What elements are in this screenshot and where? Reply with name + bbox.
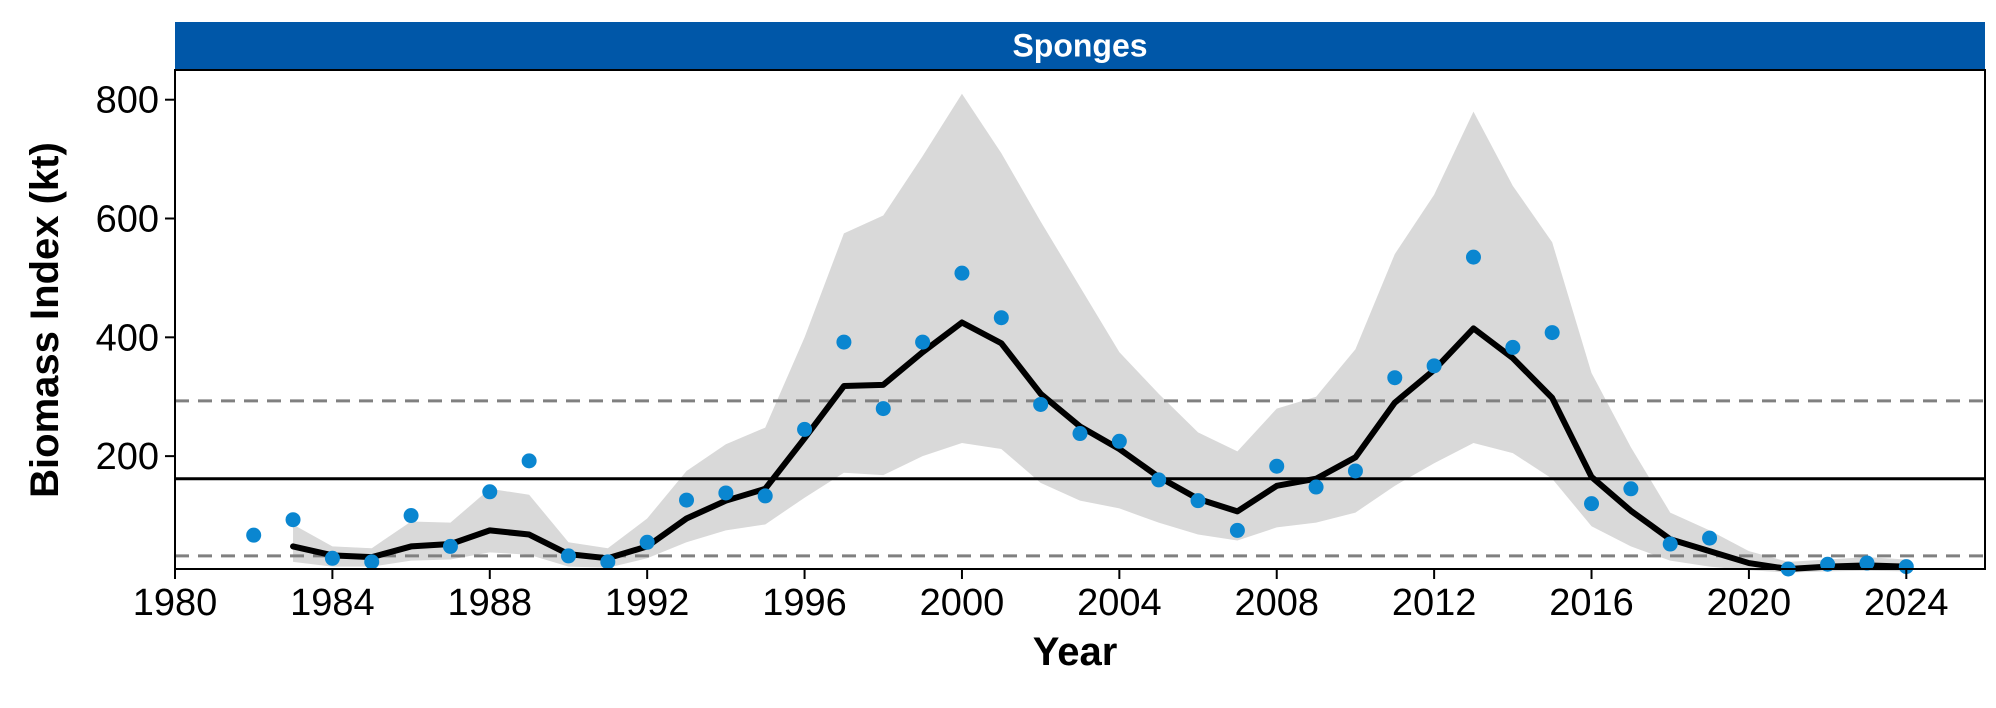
observed-point xyxy=(993,310,1009,326)
x-tick-label: 1980 xyxy=(133,582,218,624)
observed-point xyxy=(1465,249,1481,265)
x-axis: 1980 1984 1988 1992 1996 2000 2004 2008 2012 2016… xyxy=(133,569,1949,624)
observed-point xyxy=(1898,559,1914,575)
observed-point xyxy=(797,421,813,437)
observed-point xyxy=(364,554,380,570)
observed-point xyxy=(1190,493,1206,509)
observed-point xyxy=(1426,358,1442,374)
x-tick-label: 1996 xyxy=(762,582,847,624)
fitted-trend-line xyxy=(290,319,1910,572)
x-tick-label: 1988 xyxy=(448,582,533,624)
observed-point xyxy=(600,554,616,570)
y-axis-title: Biomass Index (kt) xyxy=(23,142,67,498)
observed-point xyxy=(875,401,891,417)
observed-point xyxy=(521,453,537,469)
observed-point xyxy=(1151,472,1167,488)
x-axis-title: Year xyxy=(1033,630,1118,674)
observed-point xyxy=(1662,536,1678,552)
observed-point xyxy=(1544,325,1560,341)
x-tick-label: 1992 xyxy=(605,582,690,624)
panel-strip xyxy=(175,22,1985,70)
x-tick-label: 2020 xyxy=(1707,582,1792,624)
observed-point xyxy=(1308,479,1324,495)
observed-point xyxy=(679,492,695,508)
observed-point xyxy=(1387,370,1403,386)
observed-point xyxy=(718,485,734,501)
observed-point xyxy=(403,508,419,524)
observed-point xyxy=(836,334,852,350)
x-tick-label: 2024 xyxy=(1864,582,1949,624)
observed-point xyxy=(1859,555,1875,571)
observed-point xyxy=(1229,522,1245,538)
observed-point xyxy=(954,265,970,281)
y-tick-label: 800 xyxy=(96,80,159,122)
observed-point xyxy=(639,534,655,550)
observed-point xyxy=(246,527,262,543)
x-tick-label: 2016 xyxy=(1549,582,1634,624)
x-tick-label: 2004 xyxy=(1077,582,1162,624)
observed-points-layer xyxy=(246,249,1914,577)
observed-point xyxy=(1033,396,1049,412)
observed-point xyxy=(1111,433,1127,449)
observed-point xyxy=(1702,530,1718,546)
y-tick-label: 200 xyxy=(96,436,159,478)
observed-point xyxy=(560,548,576,564)
observed-point xyxy=(1347,463,1363,479)
y-axis: 200 400 600 800 xyxy=(96,80,175,478)
x-tick-label: 2000 xyxy=(920,582,1005,624)
observed-point xyxy=(1269,458,1285,474)
observed-point xyxy=(1072,426,1088,442)
observed-point xyxy=(442,538,458,554)
observed-point xyxy=(324,550,340,566)
confidence-band xyxy=(293,93,1907,573)
observed-point xyxy=(482,484,498,500)
y-tick-label: 600 xyxy=(96,199,159,241)
observed-point xyxy=(1584,496,1600,512)
confidence-band-layer xyxy=(293,93,1907,573)
panel-title: Sponges xyxy=(1012,27,1147,63)
observed-point xyxy=(1623,481,1639,497)
x-tick-label: 2012 xyxy=(1392,582,1477,624)
fitted-line-layer xyxy=(290,319,1910,572)
observed-point xyxy=(757,488,773,504)
observed-point xyxy=(1505,339,1521,355)
plot-panel-border xyxy=(174,69,1986,570)
observed-point xyxy=(285,512,301,528)
x-tick-label: 1984 xyxy=(290,582,375,624)
observed-point xyxy=(1820,556,1836,572)
observed-point xyxy=(915,334,931,350)
y-tick-label: 400 xyxy=(96,317,159,359)
reference-lines-layer xyxy=(175,399,1985,558)
x-tick-label: 2008 xyxy=(1234,582,1319,624)
